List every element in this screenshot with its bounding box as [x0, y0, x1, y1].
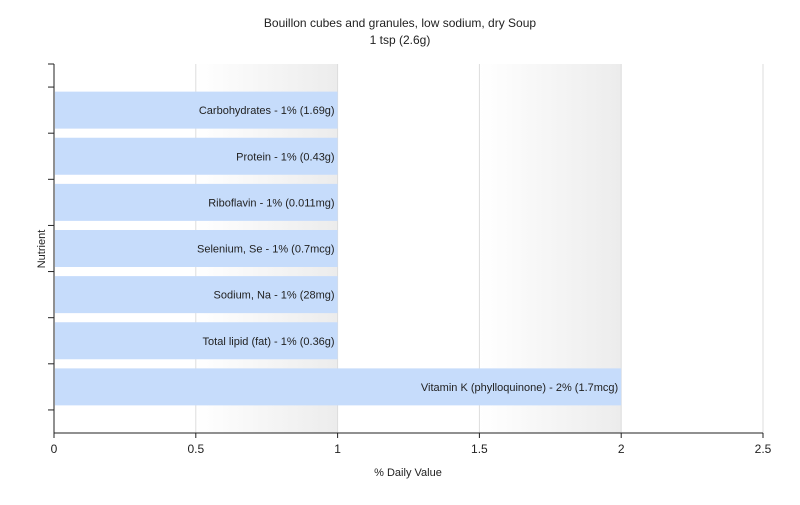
bar-label: Sodium, Na - 1% (28mg)	[214, 290, 335, 302]
y-axis-label: Nutrient	[36, 230, 48, 269]
bar	[55, 276, 338, 314]
x-tick-label: 2	[618, 442, 625, 456]
bar-label: Total lipid (fat) - 1% (0.36g)	[203, 336, 335, 348]
bar-label: Riboflavin - 1% (0.011mg)	[208, 197, 334, 209]
bars	[55, 91, 622, 406]
bar-label: Selenium, Se - 1% (0.7mcg)	[197, 244, 335, 256]
x-tick-label: 0.5	[187, 442, 204, 456]
chart-title: Bouillon cubes and granules, low sodium,…	[264, 16, 536, 30]
x-tick-label: 0	[51, 442, 58, 456]
chart-subtitle: 1 tsp (2.6g)	[370, 33, 431, 47]
axes: 0 0.5 1 1.5 2 2.5	[48, 63, 772, 456]
bar	[55, 91, 338, 129]
bar	[55, 368, 622, 406]
x-tick-label: 2.5	[755, 442, 772, 456]
plot-band	[621, 64, 763, 433]
bar-labels: Carbohydrates - 1% (1.69g) Protein - 1% (…	[197, 105, 618, 394]
bar-label: Carbohydrates - 1% (1.69g)	[199, 105, 335, 117]
bar-label: Protein - 1% (0.43g)	[236, 151, 334, 163]
bar-label: Vitamin K (phylloquinone) - 2% (1.7mcg)	[421, 382, 618, 394]
x-axis-label: % Daily Value	[374, 467, 442, 479]
bar	[55, 137, 338, 175]
bar	[55, 230, 338, 267]
x-tick-label: 1.5	[471, 442, 488, 456]
bar	[55, 183, 338, 221]
bar	[55, 322, 338, 360]
x-tick-label: 1	[334, 442, 341, 456]
